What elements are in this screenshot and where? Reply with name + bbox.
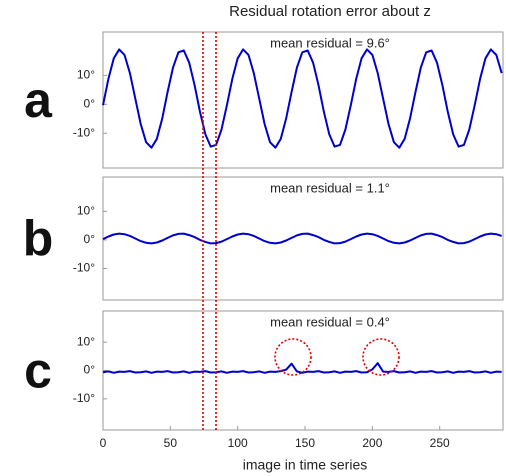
x-tick-label: 250	[430, 436, 450, 450]
panel-letter: a	[24, 72, 53, 128]
panel-letter: b	[23, 211, 54, 267]
x-tick-label: 100	[228, 436, 248, 450]
highlight-circle	[274, 338, 312, 376]
plots: a mean residual = 9.6° 10° 0° -10° b mean resi…	[23, 31, 504, 450]
annotation: mean residual = 0.4°	[270, 314, 390, 329]
y-tick-label: -10°	[73, 261, 95, 275]
y-tick-label: 10°	[77, 68, 95, 82]
x-tick-label: 150	[295, 436, 315, 450]
x-tick-label: 50	[164, 436, 178, 450]
annotation: mean residual = 9.6°	[270, 35, 390, 50]
highlight-circle	[362, 338, 400, 376]
data-line	[102, 232, 503, 245]
y-tick-label: 10°	[77, 334, 95, 348]
data-line	[102, 48, 503, 149]
x-axis-label: image in time series	[243, 457, 368, 473]
y-tick-label: -10°	[73, 125, 95, 139]
x-tick-label: 0	[100, 436, 107, 450]
plot-frame	[102, 31, 504, 169]
annotation: mean residual = 1.1°	[270, 180, 390, 195]
y-tick-label: 10°	[77, 203, 95, 217]
x-tick-label: 200	[362, 436, 382, 450]
figure-title: Residual rotation error about z	[229, 3, 431, 20]
y-tick-label: 0°	[84, 232, 96, 246]
data-line	[102, 362, 502, 374]
y-tick-label: -10°	[73, 391, 95, 405]
panel-letter: c	[24, 343, 52, 399]
y-tick-label: 0°	[84, 97, 96, 111]
y-tick-label: 0°	[84, 363, 96, 377]
